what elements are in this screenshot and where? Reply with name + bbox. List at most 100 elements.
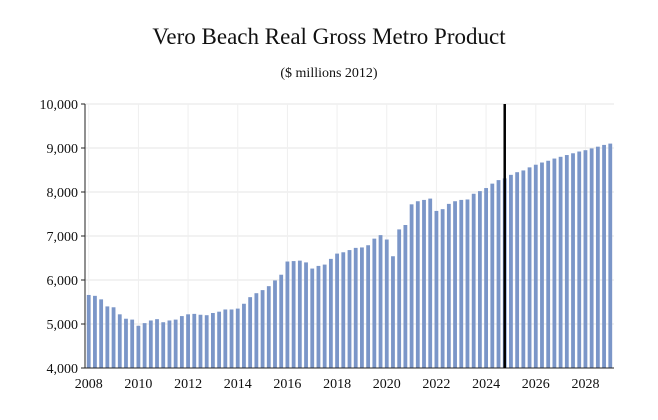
- bar: [583, 150, 588, 368]
- bar: [428, 198, 433, 368]
- bar: [496, 180, 501, 368]
- x-tick-label: 2018: [323, 377, 351, 392]
- bar: [477, 191, 482, 368]
- bar: [335, 253, 339, 368]
- bar: [484, 188, 488, 368]
- bar: [117, 314, 122, 368]
- y-tick-label: 10,000: [40, 98, 79, 113]
- y-tick-label: 4,000: [47, 362, 79, 377]
- x-tick-label: 2022: [422, 377, 450, 392]
- bar: [192, 313, 197, 368]
- bar: [235, 308, 240, 368]
- bar: [266, 286, 271, 368]
- bar: [471, 193, 476, 368]
- bar: [322, 264, 327, 368]
- x-tick-label: 2016: [273, 377, 301, 392]
- bar: [223, 309, 228, 368]
- bar: [285, 261, 290, 368]
- bar: [440, 209, 445, 368]
- bar: [186, 314, 190, 368]
- bar: [360, 247, 364, 368]
- bar: [453, 201, 457, 368]
- bar: [273, 280, 277, 368]
- x-tick-label: 2014: [224, 377, 252, 392]
- bar: [509, 174, 513, 368]
- y-tick-label: 8,000: [47, 186, 79, 201]
- bar: [328, 258, 333, 368]
- bar: [372, 238, 377, 368]
- bar: [254, 293, 259, 368]
- bar: [142, 323, 147, 368]
- bar: [111, 307, 116, 368]
- bar: [229, 309, 234, 368]
- bar: [459, 199, 464, 368]
- bar: [558, 156, 563, 368]
- x-tick-label: 2008: [75, 377, 103, 392]
- bar: [552, 158, 557, 368]
- bar: [409, 204, 414, 368]
- bar: [179, 316, 184, 368]
- bar: [434, 210, 439, 368]
- bar: [148, 320, 153, 368]
- bar: [105, 306, 110, 368]
- bar: [297, 260, 302, 368]
- bar: [242, 303, 246, 368]
- bar: [384, 239, 389, 368]
- x-tick-label: 2010: [124, 377, 152, 392]
- bar: [515, 172, 520, 368]
- bar: [99, 299, 104, 368]
- bar: [260, 290, 265, 368]
- bar: [595, 146, 600, 368]
- bar: [304, 262, 308, 368]
- x-tick-label: 2026: [522, 377, 550, 392]
- y-tick-label: 7,000: [47, 230, 79, 245]
- bar: [608, 143, 613, 368]
- x-tick-label: 2012: [174, 377, 202, 392]
- y-tick-label: 5,000: [47, 318, 79, 333]
- bar: [366, 245, 371, 368]
- y-tick-label: 9,000: [47, 142, 79, 157]
- bar: [490, 183, 495, 368]
- bar: [198, 314, 203, 368]
- y-tick-label: 6,000: [47, 274, 79, 289]
- bar: [546, 160, 551, 368]
- bar: [217, 311, 222, 368]
- bar: [279, 274, 284, 368]
- bar: [291, 261, 296, 368]
- x-tick-label: 2020: [373, 377, 401, 392]
- bar: [155, 319, 159, 368]
- bar: [248, 297, 253, 368]
- bar: [422, 199, 426, 368]
- bar: [527, 167, 532, 368]
- bar: [130, 319, 135, 368]
- bar: [310, 268, 315, 368]
- bar: [353, 247, 358, 368]
- bar: [577, 151, 582, 368]
- bar: [93, 295, 97, 368]
- bar: [589, 148, 594, 368]
- bar: [167, 320, 172, 368]
- bar: [602, 144, 606, 368]
- bar: [533, 164, 538, 368]
- bar: [403, 225, 408, 368]
- bar: [86, 294, 91, 368]
- bar: [136, 325, 141, 368]
- bar: [540, 162, 544, 368]
- bar: [391, 256, 395, 368]
- bar: [204, 315, 209, 368]
- bar: [465, 199, 470, 368]
- bar: [415, 201, 420, 368]
- bar: [571, 153, 575, 368]
- bar: [211, 313, 215, 368]
- chart-title: Vero Beach Real Gross Metro Product: [152, 24, 506, 49]
- bar: [347, 250, 352, 368]
- bar: [446, 203, 451, 368]
- bar: [316, 265, 321, 368]
- bar: [378, 235, 383, 368]
- x-tick-label: 2024: [472, 377, 500, 392]
- bar: [397, 229, 402, 368]
- bar: [521, 170, 526, 368]
- bar: [161, 322, 166, 368]
